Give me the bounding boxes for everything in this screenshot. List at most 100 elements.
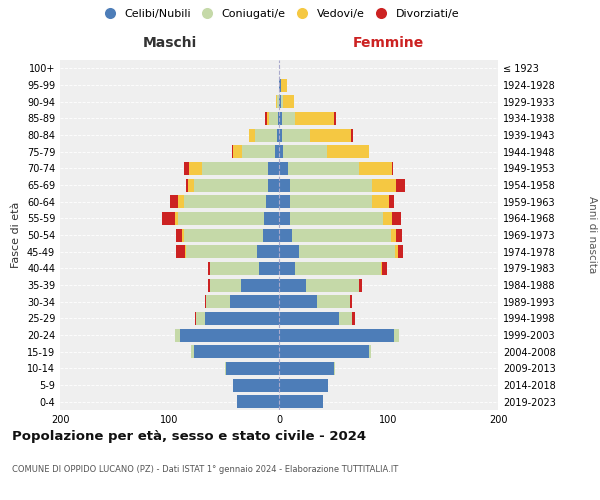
Bar xyxy=(281,78,287,92)
Bar xyxy=(233,145,242,158)
Bar xyxy=(230,295,279,308)
Bar xyxy=(279,295,317,308)
Text: Maschi: Maschi xyxy=(142,36,197,50)
Bar xyxy=(277,95,279,108)
Bar xyxy=(279,145,283,158)
Bar xyxy=(255,128,277,141)
Bar xyxy=(389,195,394,208)
Bar xyxy=(202,162,268,175)
Bar xyxy=(372,195,389,208)
Bar xyxy=(382,262,388,275)
Bar xyxy=(275,145,279,158)
Bar xyxy=(205,312,279,325)
Bar xyxy=(263,212,279,225)
Legend: Celibi/Nubili, Coniugati/e, Vedovi/e, Divorziati/e: Celibi/Nubili, Coniugati/e, Vedovi/e, Di… xyxy=(94,4,464,23)
Bar xyxy=(383,212,392,225)
Bar xyxy=(392,212,401,225)
Bar xyxy=(279,228,292,241)
Bar xyxy=(185,245,186,258)
Bar xyxy=(175,212,178,225)
Bar xyxy=(205,295,206,308)
Bar xyxy=(279,362,334,375)
Bar xyxy=(226,362,279,375)
Bar xyxy=(310,128,351,141)
Bar xyxy=(178,212,263,225)
Bar xyxy=(263,228,279,241)
Bar xyxy=(279,212,290,225)
Bar xyxy=(290,178,372,192)
Bar xyxy=(283,95,295,108)
Bar xyxy=(267,112,269,125)
Bar xyxy=(233,378,279,392)
Bar xyxy=(290,212,383,225)
Bar xyxy=(279,328,394,342)
Bar xyxy=(295,262,381,275)
Bar xyxy=(184,162,189,175)
Bar xyxy=(276,95,277,108)
Bar xyxy=(334,362,335,375)
Bar xyxy=(186,245,257,258)
Bar xyxy=(241,278,279,291)
Text: Popolazione per età, sesso e stato civile - 2024: Popolazione per età, sesso e stato civil… xyxy=(12,430,366,443)
Bar xyxy=(283,145,327,158)
Bar xyxy=(279,278,307,291)
Y-axis label: Fasce di età: Fasce di età xyxy=(11,202,21,268)
Bar xyxy=(317,295,350,308)
Bar xyxy=(238,395,279,408)
Bar xyxy=(170,195,178,208)
Bar xyxy=(279,78,281,92)
Bar xyxy=(279,162,288,175)
Bar xyxy=(175,328,181,342)
Bar xyxy=(339,312,352,325)
Bar xyxy=(186,178,188,192)
Bar xyxy=(391,228,396,241)
Bar xyxy=(299,245,395,258)
Bar xyxy=(279,95,281,108)
Bar xyxy=(307,278,359,291)
Bar xyxy=(265,112,267,125)
Bar xyxy=(279,312,339,325)
Bar xyxy=(369,345,371,358)
Bar xyxy=(394,328,400,342)
Text: Femmine: Femmine xyxy=(353,36,424,50)
Bar xyxy=(372,178,396,192)
Bar xyxy=(210,262,259,275)
Bar xyxy=(381,262,382,275)
Text: Anni di nascita: Anni di nascita xyxy=(587,196,597,274)
Bar xyxy=(398,245,403,258)
Bar xyxy=(189,162,202,175)
Bar xyxy=(184,195,266,208)
Bar xyxy=(290,195,372,208)
Bar xyxy=(188,178,194,192)
Bar xyxy=(206,295,230,308)
Bar xyxy=(395,245,398,258)
Bar xyxy=(288,162,359,175)
Bar xyxy=(334,112,336,125)
Bar xyxy=(208,262,210,275)
Bar xyxy=(194,345,279,358)
Bar xyxy=(250,128,255,141)
Bar xyxy=(359,162,392,175)
Bar xyxy=(259,262,279,275)
Bar xyxy=(257,245,279,258)
Bar xyxy=(178,195,184,208)
Bar xyxy=(194,178,268,192)
Bar xyxy=(162,212,175,225)
Bar xyxy=(278,112,279,125)
Bar xyxy=(208,278,210,291)
Bar xyxy=(269,112,278,125)
Bar xyxy=(181,328,279,342)
Bar xyxy=(279,378,328,392)
Bar xyxy=(266,195,279,208)
Bar xyxy=(277,128,279,141)
Bar xyxy=(359,278,362,291)
Text: COMUNE DI OPPIDO LUCANO (PZ) - Dati ISTAT 1° gennaio 2024 - Elaborazione TUTTITA: COMUNE DI OPPIDO LUCANO (PZ) - Dati ISTA… xyxy=(12,465,398,474)
Bar xyxy=(279,395,323,408)
Bar xyxy=(392,162,393,175)
Bar xyxy=(210,278,241,291)
Bar xyxy=(176,245,185,258)
Bar xyxy=(268,178,279,192)
Bar xyxy=(176,228,182,241)
Bar xyxy=(182,228,184,241)
Bar xyxy=(191,345,194,358)
